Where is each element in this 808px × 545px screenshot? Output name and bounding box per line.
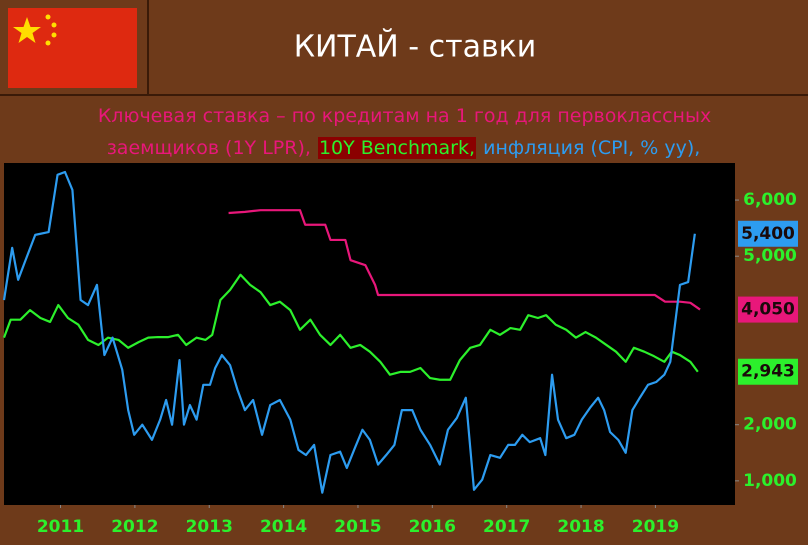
x-tick-label: 2012 <box>111 517 158 537</box>
x-tick-label: 2013 <box>186 517 233 537</box>
flag <box>8 8 137 88</box>
plot: 1,000 2,000 5,000 6,000 2011 2012 2013 2014 2015… <box>2 170 797 537</box>
x-tick-label: 2019 <box>632 517 679 537</box>
x-tick-label: 2011 <box>37 517 84 537</box>
value-label: 2,943 <box>741 362 795 382</box>
value-label-box <box>738 220 798 247</box>
value-label-box <box>738 296 798 323</box>
y-tick-label: 6,000 <box>743 190 797 210</box>
value-label: 5,400 <box>741 224 795 244</box>
x-tick-label: 2014 <box>260 517 307 537</box>
series-line <box>2 170 696 494</box>
plot-area <box>4 163 735 505</box>
y-tick-label: 2,000 <box>743 415 797 435</box>
chart-title: КИТАЙ - ставки <box>294 29 537 65</box>
y-tick-label: 5,000 <box>743 246 797 266</box>
legend-entry: 10Y Benchmark, <box>317 137 477 159</box>
x-tick-label: 2016 <box>409 517 456 537</box>
y-tick-label: 1,000 <box>743 471 797 491</box>
value-label-box <box>738 358 798 385</box>
legend-entry: инфляция (CPI, % yy), <box>483 137 701 159</box>
subtitle: Ключевая ставка – по кредитам на 1 год д… <box>40 100 768 164</box>
series-line <box>228 209 701 311</box>
x-tick-label: 2018 <box>557 517 604 537</box>
x-tick-label: 2015 <box>334 517 381 537</box>
series-line <box>2 273 699 381</box>
value-label: 4,050 <box>741 300 795 320</box>
legend-entry: Ключевая ставка – по кредитам на 1 год д… <box>97 105 712 159</box>
x-tick-label: 2017 <box>483 517 530 537</box>
